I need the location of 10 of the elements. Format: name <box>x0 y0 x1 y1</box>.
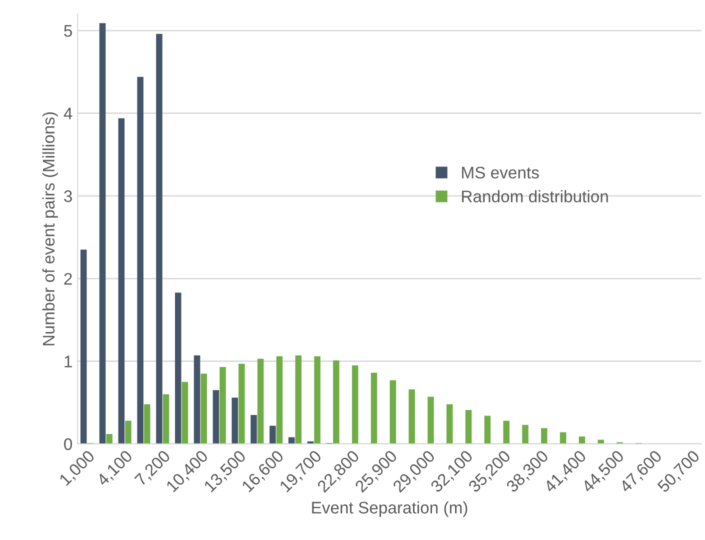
y-tick-label: 3 <box>64 190 72 202</box>
y-axis-title: Number of event pairs (Millions) <box>42 112 58 346</box>
y-tick-label: 2 <box>64 272 72 285</box>
y-tick-label: 0 <box>64 438 72 450</box>
legend-label: MS events <box>462 166 539 179</box>
y-tick-label: 1 <box>64 356 72 368</box>
x-axis-title: Event Separation (m) <box>312 501 468 517</box>
legend-label: Random distribution <box>462 190 608 202</box>
y-tick-label: 5 <box>64 25 72 37</box>
y-tick-label: 4 <box>64 108 72 120</box>
